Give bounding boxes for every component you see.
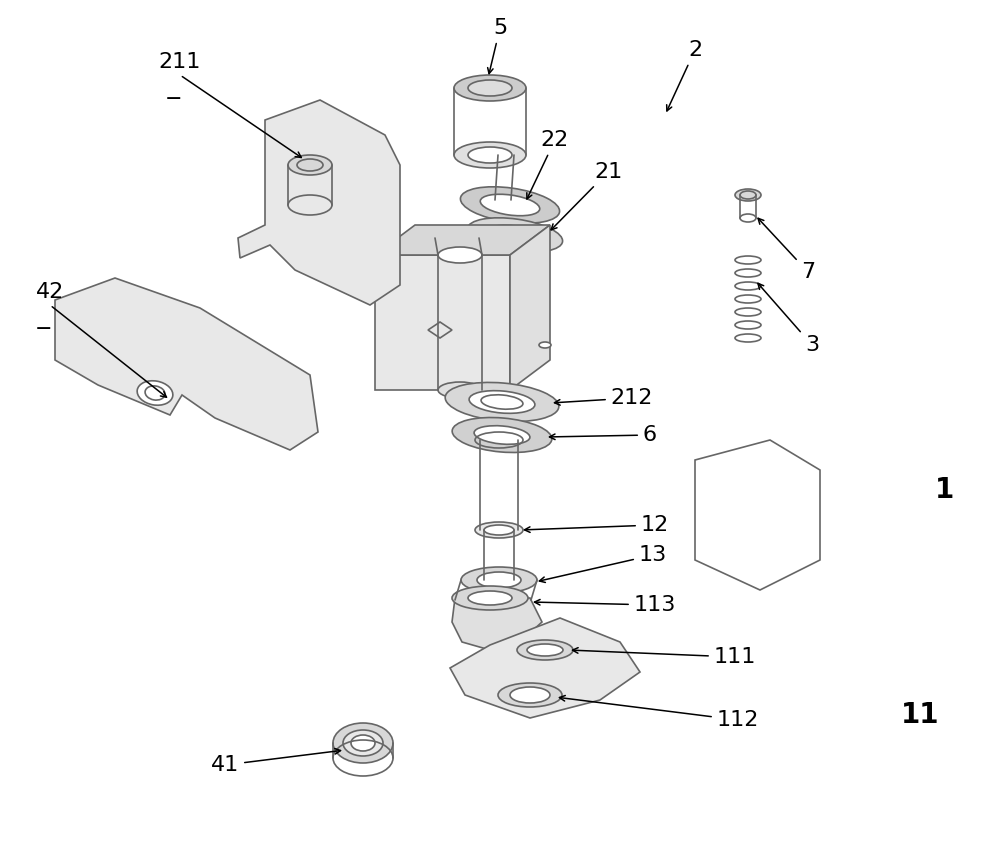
- Text: 3: 3: [758, 284, 819, 355]
- Ellipse shape: [452, 417, 552, 452]
- Ellipse shape: [517, 640, 573, 660]
- Ellipse shape: [468, 80, 512, 96]
- Text: 5: 5: [488, 18, 507, 74]
- Ellipse shape: [480, 194, 540, 216]
- Ellipse shape: [333, 723, 393, 763]
- Ellipse shape: [460, 187, 560, 224]
- Text: 11: 11: [901, 701, 939, 729]
- Text: 211: 211: [159, 52, 201, 72]
- Ellipse shape: [474, 426, 530, 445]
- Text: 21: 21: [551, 162, 622, 230]
- Ellipse shape: [498, 683, 562, 707]
- Text: 22: 22: [527, 130, 569, 199]
- Ellipse shape: [445, 383, 559, 421]
- Ellipse shape: [475, 522, 523, 538]
- Ellipse shape: [467, 218, 563, 252]
- Polygon shape: [452, 598, 542, 650]
- Text: 112: 112: [559, 696, 759, 730]
- Ellipse shape: [438, 247, 482, 263]
- Ellipse shape: [527, 644, 563, 656]
- Text: 2: 2: [667, 40, 702, 111]
- Text: 7: 7: [758, 218, 815, 282]
- Polygon shape: [375, 255, 510, 390]
- Ellipse shape: [461, 567, 537, 593]
- Text: 1: 1: [935, 476, 955, 504]
- Ellipse shape: [468, 147, 512, 163]
- Polygon shape: [510, 225, 550, 390]
- Polygon shape: [238, 100, 400, 305]
- Ellipse shape: [351, 735, 375, 751]
- Text: 12: 12: [524, 515, 669, 535]
- Text: 113: 113: [534, 595, 676, 615]
- Ellipse shape: [477, 572, 521, 588]
- Text: 6: 6: [549, 425, 657, 445]
- Text: 13: 13: [539, 545, 667, 582]
- Polygon shape: [55, 278, 318, 450]
- Ellipse shape: [288, 155, 332, 175]
- Ellipse shape: [510, 687, 550, 703]
- Ellipse shape: [438, 382, 482, 398]
- Ellipse shape: [484, 525, 514, 535]
- Text: 212: 212: [554, 388, 653, 408]
- Ellipse shape: [454, 142, 526, 168]
- Text: 111: 111: [572, 647, 756, 667]
- Ellipse shape: [468, 591, 512, 605]
- Polygon shape: [375, 225, 550, 255]
- Ellipse shape: [452, 586, 528, 610]
- Text: 42: 42: [36, 282, 64, 302]
- Ellipse shape: [137, 381, 173, 405]
- Ellipse shape: [539, 342, 551, 348]
- Ellipse shape: [469, 390, 535, 414]
- Ellipse shape: [454, 75, 526, 101]
- Ellipse shape: [343, 730, 383, 756]
- Text: 41: 41: [211, 748, 341, 775]
- Ellipse shape: [487, 225, 543, 245]
- Ellipse shape: [735, 189, 761, 201]
- Polygon shape: [450, 618, 640, 718]
